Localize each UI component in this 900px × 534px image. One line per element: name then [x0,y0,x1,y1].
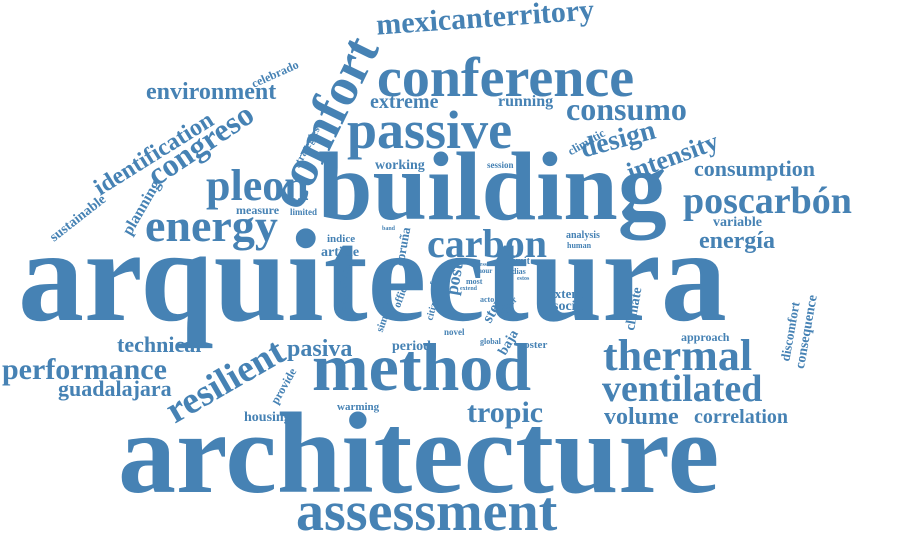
word-energy: energy [145,200,278,251]
word-pasiva: pasiva [287,336,353,362]
word-session: session [487,160,514,170]
word-passive: passive [347,100,513,160]
word-poster: poster [518,339,548,351]
word-indice: indice [327,233,356,245]
word-environment: environment [146,79,277,105]
word-guadalajara: guadalajara [58,376,172,401]
word-housing: housing [244,410,291,425]
word-social: social [553,299,587,314]
word-pleon: pleon [206,161,309,210]
word-conference: conference [377,47,635,109]
word-thermal: thermal [603,331,753,380]
word-method: method [312,329,532,405]
word-warming: warming [337,401,380,413]
word-building: building [318,133,667,241]
word-hour: hour [478,267,493,275]
word-variable: variable [713,215,762,230]
word-assessment: assessment [296,481,558,534]
word-limit: limit [510,256,530,267]
word-dias: dias [512,267,526,276]
word-approach: approach [681,330,730,344]
word-working: working [375,158,425,173]
word-measure: measure [236,203,280,217]
word-correlation: correlation [694,406,789,428]
word-estos: estos [517,276,530,282]
word-volume: volume [604,404,679,430]
word-acto: acto [480,295,495,304]
word-technical: technical [117,332,202,357]
word-carbon: carbon [427,221,547,266]
word-extent: extent [549,286,583,301]
word-extend: extend [460,286,477,292]
word-via: via [405,264,413,270]
word-poscarbon: poscarbón [683,180,852,222]
word-running: running [498,93,554,110]
word-period: period [392,339,431,354]
word-most: most [466,277,483,286]
word-ventilated: ventilated [602,368,763,410]
word-limited: limited [290,207,317,217]
word-performance: performance [2,353,167,386]
word-analysis: analysis [566,230,600,241]
word-band: band [382,226,396,232]
word-consumo: consumo [566,91,687,127]
word-less: less [478,262,487,268]
word-architecture: architecture [118,390,720,518]
word-global: global [480,337,501,346]
word-arquitectura: arquitectura [18,202,727,349]
word-article: article [321,245,360,260]
word-consumption: consumption [694,156,816,181]
word-novel: novel [444,327,465,337]
word-mexicanterritory: mexicanterritory [375,0,596,42]
word-extreme: extreme [370,91,439,113]
word-energia: energía [699,228,775,254]
word-human: human [567,241,592,250]
word-tropic: tropic [467,396,544,429]
